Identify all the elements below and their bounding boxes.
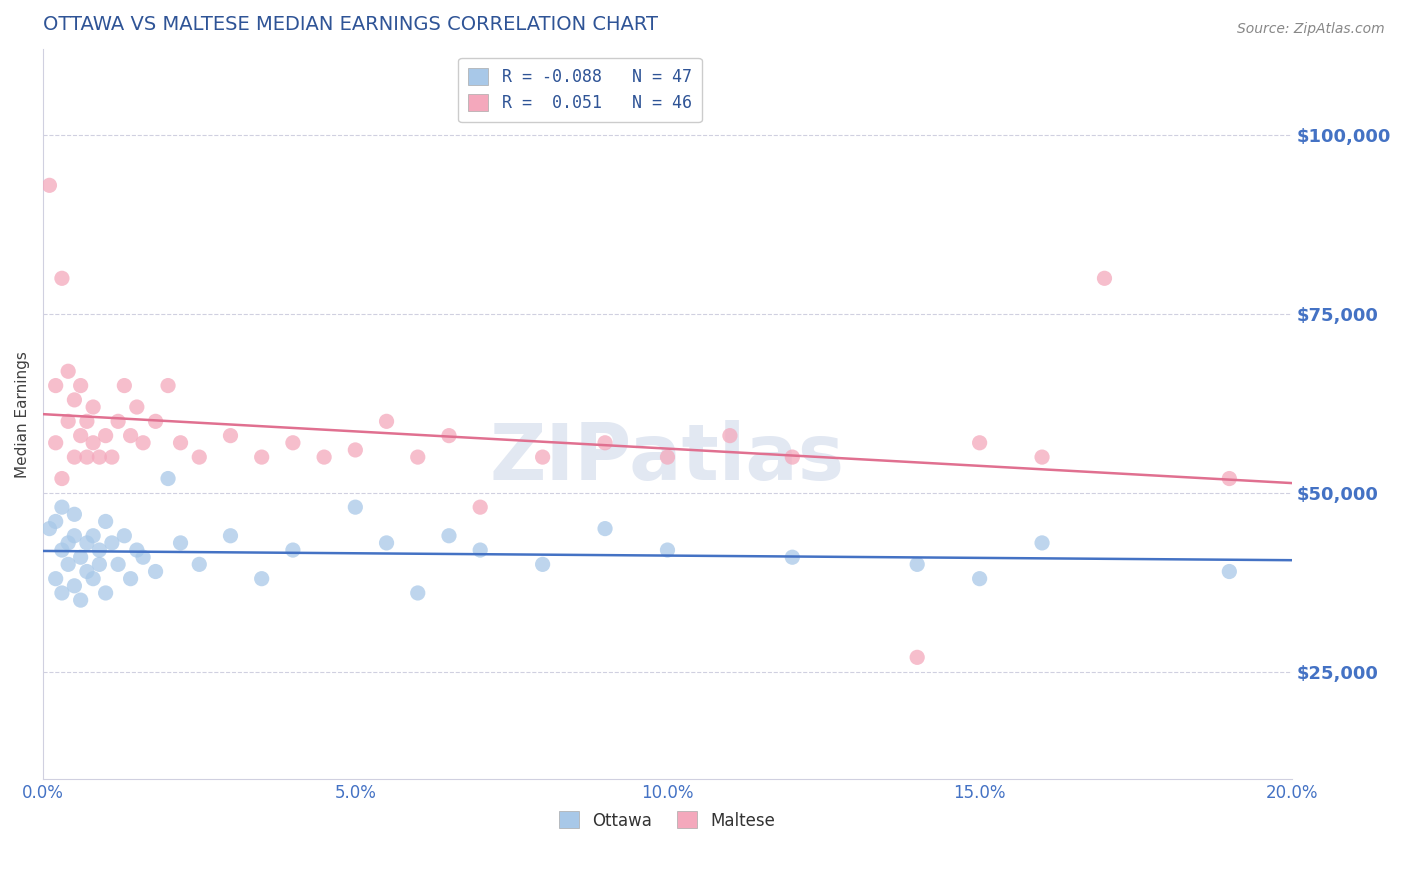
Point — [281, 435, 304, 450]
Point — [593, 522, 616, 536]
Point — [63, 450, 86, 464]
Point — [89, 543, 111, 558]
Point — [593, 435, 616, 450]
Point — [51, 543, 73, 558]
Point — [89, 558, 111, 572]
Point — [69, 550, 91, 565]
Point — [437, 529, 460, 543]
Point — [969, 435, 991, 450]
Point — [169, 435, 191, 450]
Point — [112, 378, 135, 392]
Point — [82, 400, 104, 414]
Point — [905, 650, 928, 665]
Y-axis label: Median Earnings: Median Earnings — [15, 351, 30, 477]
Point — [406, 586, 429, 600]
Point — [969, 572, 991, 586]
Point — [375, 536, 398, 550]
Point — [76, 414, 98, 428]
Point — [157, 471, 180, 485]
Text: Source: ZipAtlas.com: Source: ZipAtlas.com — [1237, 22, 1385, 37]
Point — [1094, 271, 1116, 285]
Point — [375, 414, 398, 428]
Point — [531, 450, 554, 464]
Text: ZIPatlas: ZIPatlas — [489, 420, 845, 496]
Point — [470, 543, 492, 558]
Point — [45, 378, 67, 392]
Point — [38, 522, 60, 536]
Point — [51, 471, 73, 485]
Point — [51, 500, 73, 515]
Point — [406, 450, 429, 464]
Point — [94, 586, 117, 600]
Point — [281, 543, 304, 558]
Point — [145, 565, 167, 579]
Point — [344, 442, 367, 457]
Point — [250, 450, 273, 464]
Point — [314, 450, 336, 464]
Point — [82, 435, 104, 450]
Point — [112, 529, 135, 543]
Point — [169, 536, 191, 550]
Point — [45, 572, 67, 586]
Point — [344, 500, 367, 515]
Point — [89, 450, 111, 464]
Point — [120, 428, 142, 442]
Point — [188, 558, 211, 572]
Point — [101, 450, 124, 464]
Point — [45, 515, 67, 529]
Point — [1218, 565, 1240, 579]
Point — [69, 428, 91, 442]
Point — [905, 558, 928, 572]
Point — [63, 508, 86, 522]
Point — [63, 579, 86, 593]
Point — [145, 414, 167, 428]
Point — [82, 529, 104, 543]
Point — [63, 392, 86, 407]
Point — [188, 450, 211, 464]
Point — [94, 428, 117, 442]
Point — [51, 271, 73, 285]
Point — [657, 450, 679, 464]
Point — [250, 572, 273, 586]
Point — [125, 400, 148, 414]
Point — [56, 414, 79, 428]
Point — [157, 378, 180, 392]
Point — [120, 572, 142, 586]
Point — [1031, 450, 1053, 464]
Point — [1218, 471, 1240, 485]
Point — [132, 550, 155, 565]
Point — [437, 428, 460, 442]
Point — [782, 550, 804, 565]
Point — [76, 565, 98, 579]
Point — [219, 428, 242, 442]
Point — [107, 414, 129, 428]
Point — [69, 378, 91, 392]
Legend: Ottawa, Maltese: Ottawa, Maltese — [553, 805, 782, 836]
Point — [45, 435, 67, 450]
Point — [125, 543, 148, 558]
Point — [51, 586, 73, 600]
Point — [63, 529, 86, 543]
Point — [101, 536, 124, 550]
Point — [470, 500, 492, 515]
Point — [76, 450, 98, 464]
Text: OTTAWA VS MALTESE MEDIAN EARNINGS CORRELATION CHART: OTTAWA VS MALTESE MEDIAN EARNINGS CORREL… — [44, 15, 658, 34]
Point — [38, 178, 60, 193]
Point — [56, 364, 79, 378]
Point — [132, 435, 155, 450]
Point — [94, 515, 117, 529]
Point — [657, 543, 679, 558]
Point — [56, 536, 79, 550]
Point — [107, 558, 129, 572]
Point — [219, 529, 242, 543]
Point — [782, 450, 804, 464]
Point — [82, 572, 104, 586]
Point — [1031, 536, 1053, 550]
Point — [531, 558, 554, 572]
Point — [56, 558, 79, 572]
Point — [69, 593, 91, 607]
Point — [718, 428, 741, 442]
Point — [76, 536, 98, 550]
